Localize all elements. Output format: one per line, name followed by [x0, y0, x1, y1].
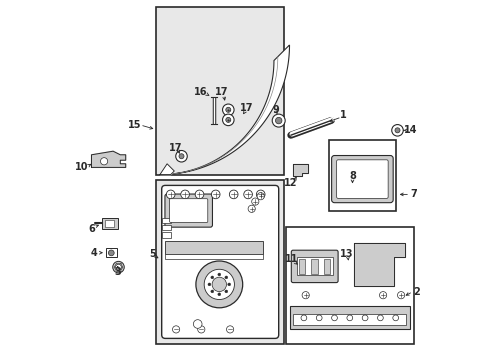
Text: 9: 9	[272, 105, 279, 115]
Text: 8: 8	[348, 171, 355, 181]
Text: 14: 14	[403, 125, 417, 135]
Text: 17: 17	[215, 87, 228, 97]
Bar	[323, 259, 329, 274]
Circle shape	[224, 290, 227, 293]
Bar	[165, 241, 262, 254]
Bar	[156, 180, 284, 344]
Circle shape	[225, 117, 230, 122]
Circle shape	[166, 190, 175, 199]
Circle shape	[251, 198, 258, 205]
Circle shape	[218, 273, 220, 276]
Circle shape	[301, 315, 306, 321]
Circle shape	[193, 320, 202, 328]
Text: 16: 16	[193, 87, 206, 97]
Circle shape	[346, 315, 352, 321]
Circle shape	[377, 315, 383, 321]
Bar	[298, 259, 305, 274]
Bar	[285, 227, 413, 344]
Circle shape	[175, 150, 187, 162]
Circle shape	[379, 292, 386, 299]
Bar	[162, 225, 170, 230]
Circle shape	[113, 261, 124, 273]
Circle shape	[212, 277, 226, 292]
Circle shape	[256, 190, 264, 199]
Circle shape	[224, 276, 227, 279]
Circle shape	[302, 292, 309, 299]
Text: 1: 1	[340, 110, 346, 120]
Bar	[310, 259, 317, 274]
Circle shape	[331, 315, 337, 321]
Circle shape	[115, 264, 121, 270]
Circle shape	[226, 326, 233, 333]
Bar	[328, 140, 395, 211]
Circle shape	[397, 292, 404, 299]
Polygon shape	[91, 151, 125, 167]
Text: 12: 12	[283, 178, 297, 188]
FancyBboxPatch shape	[336, 160, 387, 198]
Text: 15: 15	[128, 120, 141, 130]
Circle shape	[204, 269, 234, 300]
Circle shape	[207, 283, 210, 286]
Circle shape	[181, 190, 189, 199]
Text: 13: 13	[340, 249, 353, 259]
Circle shape	[392, 315, 398, 321]
Text: 17: 17	[240, 103, 253, 113]
Circle shape	[179, 154, 183, 159]
Circle shape	[316, 315, 322, 321]
Text: 7: 7	[409, 189, 416, 199]
Text: 2: 2	[412, 287, 419, 297]
Circle shape	[196, 261, 242, 308]
Bar	[289, 306, 409, 329]
Bar	[106, 248, 117, 257]
Circle shape	[227, 283, 230, 286]
Circle shape	[210, 290, 213, 293]
Text: 5: 5	[149, 249, 156, 259]
Circle shape	[275, 117, 282, 124]
PathPatch shape	[160, 45, 289, 175]
Circle shape	[391, 125, 403, 136]
Circle shape	[210, 276, 213, 279]
Circle shape	[225, 107, 230, 112]
Text: 17: 17	[169, 143, 183, 153]
Circle shape	[244, 190, 252, 199]
Bar	[162, 218, 170, 223]
Circle shape	[101, 158, 107, 165]
Polygon shape	[160, 164, 174, 175]
FancyBboxPatch shape	[331, 156, 392, 203]
Polygon shape	[354, 243, 404, 286]
Bar	[162, 232, 170, 238]
Bar	[102, 218, 118, 229]
Circle shape	[218, 293, 220, 296]
Bar	[156, 7, 284, 175]
Bar	[292, 314, 406, 325]
Text: 11: 11	[285, 254, 298, 264]
Bar	[104, 220, 114, 227]
Circle shape	[229, 190, 238, 199]
Circle shape	[222, 104, 234, 116]
Polygon shape	[292, 164, 307, 176]
Circle shape	[247, 205, 255, 212]
Circle shape	[108, 250, 114, 256]
Circle shape	[195, 190, 203, 199]
Text: 6: 6	[88, 224, 95, 234]
Bar	[296, 257, 332, 275]
Circle shape	[257, 193, 264, 200]
Circle shape	[222, 114, 234, 126]
Circle shape	[272, 114, 285, 127]
Circle shape	[172, 326, 179, 333]
FancyBboxPatch shape	[164, 194, 212, 227]
Circle shape	[362, 315, 367, 321]
Circle shape	[394, 128, 399, 133]
Bar	[165, 254, 262, 259]
Text: 4: 4	[91, 248, 98, 258]
FancyBboxPatch shape	[162, 185, 278, 338]
Text: 3: 3	[114, 267, 121, 277]
FancyBboxPatch shape	[291, 250, 337, 283]
Circle shape	[211, 190, 220, 199]
Circle shape	[197, 326, 204, 333]
FancyBboxPatch shape	[169, 199, 207, 222]
Text: 10: 10	[75, 162, 88, 172]
